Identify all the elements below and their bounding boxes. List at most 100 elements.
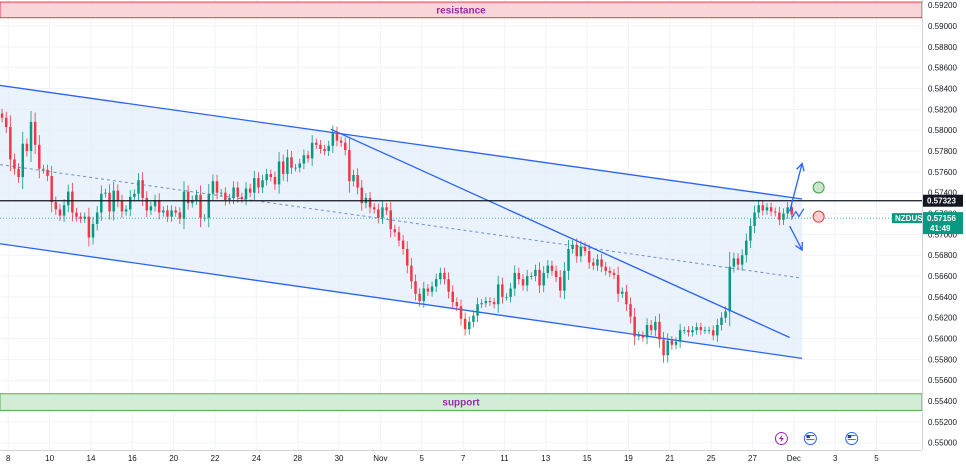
time-tick-label: 3 [833, 454, 838, 463]
candle [468, 316, 471, 335]
candle-body [678, 330, 682, 342]
candle [484, 296, 488, 308]
candle-body [604, 266, 607, 271]
candle-body [393, 229, 397, 233]
time-tick-label: 16 [128, 454, 137, 463]
candle-body [38, 144, 41, 169]
candle-body [443, 272, 446, 280]
candle [397, 226, 401, 247]
candle-body [385, 207, 388, 211]
candle-body [4, 117, 8, 128]
candle [707, 326, 711, 334]
time-tick-label: Dec [787, 454, 801, 463]
candle [191, 195, 194, 208]
candle [224, 187, 227, 206]
time-tick-label: 10 [45, 454, 54, 463]
price-tick-label: 0.55000 [928, 439, 957, 448]
signal-marker[interactable] [812, 210, 825, 223]
price-tag-level[interactable] [923, 194, 963, 207]
candle [145, 191, 149, 218]
candle-body [426, 288, 430, 292]
candle-body [434, 279, 438, 287]
candle [414, 274, 417, 301]
candle-body [21, 143, 24, 178]
event-icon-ring [845, 432, 859, 446]
candle-body [54, 202, 58, 210]
time-tick-label: 19 [624, 454, 633, 463]
price-tag-level-text: 0.57323 [927, 197, 956, 206]
candle-body [666, 340, 669, 356]
candle [298, 158, 301, 173]
candle [492, 297, 496, 309]
candle-body [563, 270, 566, 291]
signal-marker[interactable] [812, 181, 825, 194]
candle-body [232, 187, 235, 198]
candle-body [728, 266, 731, 312]
forecast-arrow[interactable] [789, 162, 805, 212]
candle-body [773, 211, 777, 213]
candle [430, 281, 434, 297]
time-tick-label: 24 [252, 454, 261, 463]
candle [157, 193, 161, 220]
candle-body [790, 207, 794, 215]
candle [463, 312, 467, 336]
candle-body [50, 176, 53, 203]
candle [633, 308, 636, 346]
candle [439, 267, 442, 285]
symbol-tag[interactable] [892, 213, 922, 224]
time-tick-label: Nov [373, 454, 387, 463]
candle-body [658, 321, 661, 340]
candle-body [104, 192, 107, 194]
candle [716, 318, 719, 342]
candle-body [414, 281, 417, 294]
candle [563, 262, 566, 300]
candle-body [484, 301, 488, 304]
forecast-arrow[interactable] [789, 225, 803, 252]
candle [687, 326, 690, 337]
candle-body [191, 200, 194, 204]
channel-upper-line[interactable] [0, 84, 803, 200]
candle-body [662, 339, 665, 356]
candle [711, 325, 715, 341]
candle [248, 183, 252, 198]
candle-body [753, 212, 756, 227]
candle-body [736, 258, 740, 265]
candle [616, 266, 620, 303]
candle-body [695, 327, 698, 331]
candle [385, 202, 388, 215]
candle-body [596, 259, 599, 266]
candle [451, 285, 454, 309]
candle [749, 218, 752, 248]
candle [368, 191, 372, 214]
price-tick-label: 0.58400 [928, 85, 957, 94]
candle-body [699, 327, 703, 331]
candle-body [29, 121, 33, 152]
event-icon-ring [803, 432, 817, 446]
candle [699, 322, 703, 335]
us-flag-icon[interactable] [803, 432, 817, 446]
us-flag-icon[interactable] [845, 432, 859, 446]
candle-body [58, 209, 62, 216]
candle [592, 258, 595, 271]
candle-body [769, 207, 773, 212]
descending-trendline[interactable] [330, 128, 790, 339]
candle [393, 224, 397, 237]
channel-lower-line[interactable] [0, 243, 803, 359]
current-price-tag[interactable] [923, 212, 963, 235]
candle [649, 320, 653, 336]
candle-body [645, 325, 649, 338]
candle [525, 270, 529, 292]
candle-body [219, 192, 223, 194]
candle [153, 194, 157, 212]
candle [71, 182, 74, 222]
candle [691, 326, 694, 337]
candle-body [116, 190, 120, 202]
candle [257, 172, 260, 194]
candle-body [261, 180, 264, 188]
candle [389, 202, 392, 238]
lightning-icon[interactable] [774, 432, 788, 446]
candle-body [600, 259, 603, 267]
candle [319, 140, 322, 154]
projection-zigzag [791, 208, 805, 218]
